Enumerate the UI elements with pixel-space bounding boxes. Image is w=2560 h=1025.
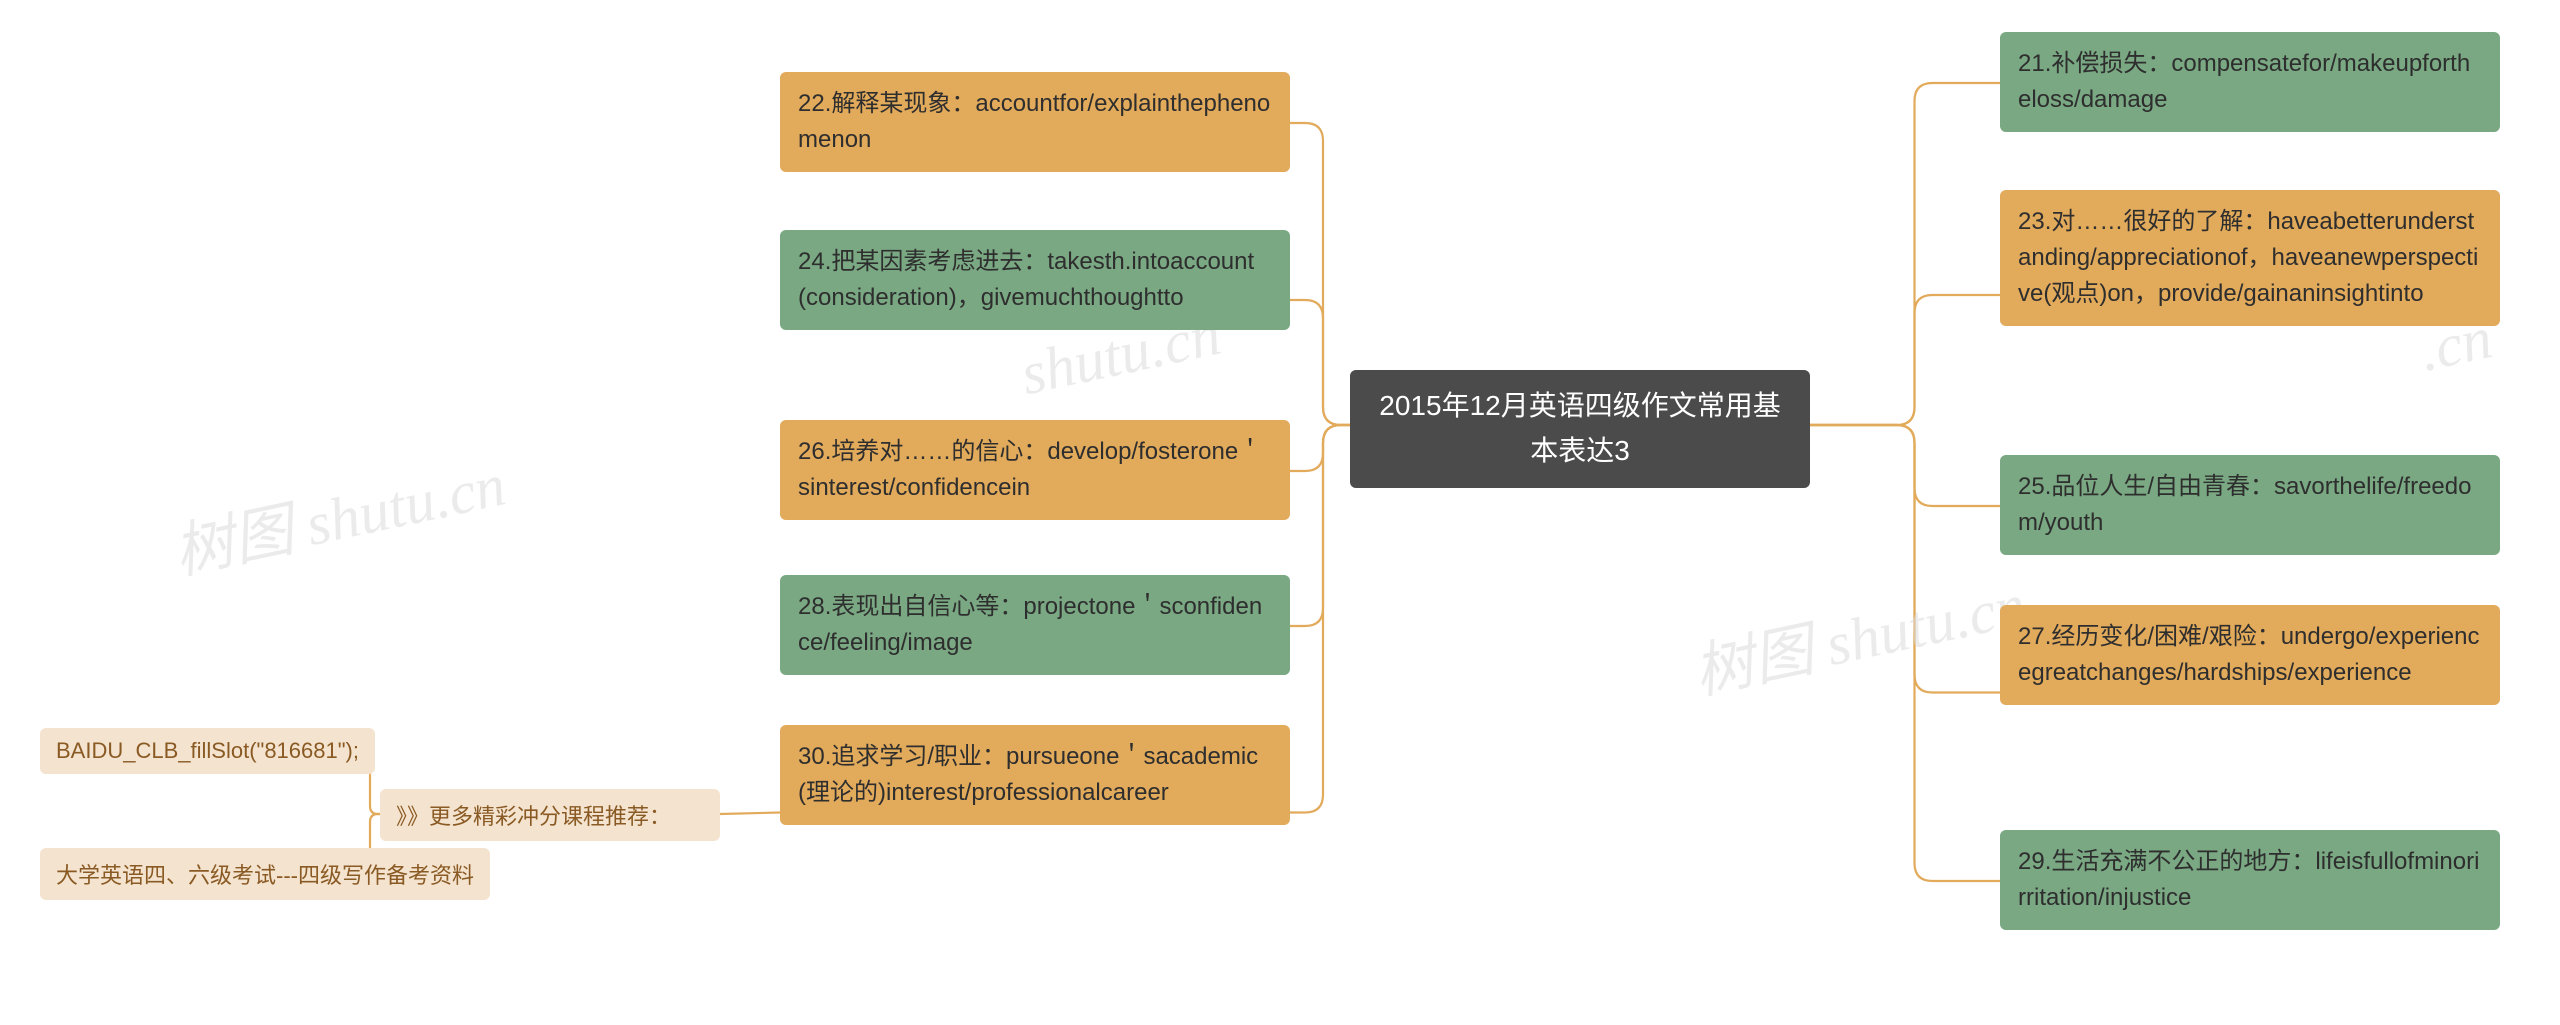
node-23[interactable]: 23.对……很好的了解：haveabetterunderstanding/app… <box>2000 190 2500 326</box>
mindmap-canvas: 树图 shutu.cn shutu.cn 树图 shutu.cn .cn 201… <box>0 0 2560 1025</box>
node-26[interactable]: 26.培养对……的信心：develop/fosterone＇sinterest/… <box>780 420 1290 520</box>
node-24[interactable]: 24.把某因素考虑进去：takesth.intoaccount(consider… <box>780 230 1290 330</box>
node-25[interactable]: 25.品位人生/自由青春：savorthelife/freedom/youth <box>2000 455 2500 555</box>
node-28[interactable]: 28.表现出自信心等：projectone＇sconfidence/feelin… <box>780 575 1290 675</box>
node-21[interactable]: 21.补偿损失：compensatefor/makeupfortheloss/d… <box>2000 32 2500 132</box>
sub-child-2[interactable]: 大学英语四、六级考试---四级写作备考资料 <box>40 848 490 900</box>
node-29[interactable]: 29.生活充满不公正的地方：lifeisfullofminorirritatio… <box>2000 830 2500 930</box>
node-30[interactable]: 30.追求学习/职业：pursueone＇sacademic(理论的)inter… <box>780 725 1290 825</box>
node-22[interactable]: 22.解释某现象：accountfor/explainthephenomenon <box>780 72 1290 172</box>
watermark: 树图 shutu.cn <box>165 436 512 591</box>
center-node[interactable]: 2015年12月英语四级作文常用基本表达3 <box>1350 370 1810 488</box>
sub-parent[interactable]: 》》更多精彩冲分课程推荐： <box>380 789 720 841</box>
watermark: 树图 shutu.cn <box>1685 556 2032 711</box>
sub-child-1[interactable]: BAIDU_CLB_fillSlot("816681"); <box>40 728 375 774</box>
node-27[interactable]: 27.经历变化/困难/艰险：undergo/experiencegreatcha… <box>2000 605 2500 705</box>
